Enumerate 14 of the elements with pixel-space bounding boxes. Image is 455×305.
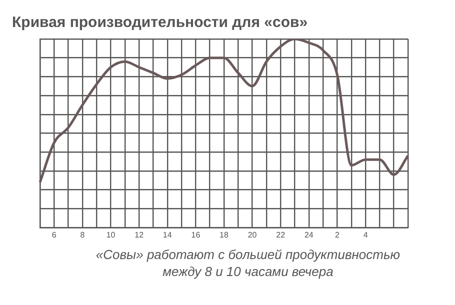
x-tick-label: 6 — [52, 230, 57, 240]
x-tick-label: 20 — [248, 230, 258, 240]
chart-title: Кривая производительности для «сов» — [11, 13, 309, 33]
x-tick-label: 14 — [162, 230, 172, 240]
x-tick-label: 4 — [363, 230, 368, 240]
x-tick-label: 22 — [276, 230, 286, 240]
text: «Совы» работают с большей продуктивностью между 8 и 10 часами вечера — [94, 247, 402, 281]
x-tick-label: 2 — [335, 230, 340, 240]
x-tick-label: 18 — [220, 230, 229, 240]
x-tick-label: 16 — [191, 230, 201, 240]
x-tick-label: 10 — [106, 230, 116, 240]
x-tick-label: 24 — [304, 230, 314, 240]
x-tick-label: 12 — [134, 230, 144, 240]
x-tick-label: 8 — [80, 230, 86, 240]
